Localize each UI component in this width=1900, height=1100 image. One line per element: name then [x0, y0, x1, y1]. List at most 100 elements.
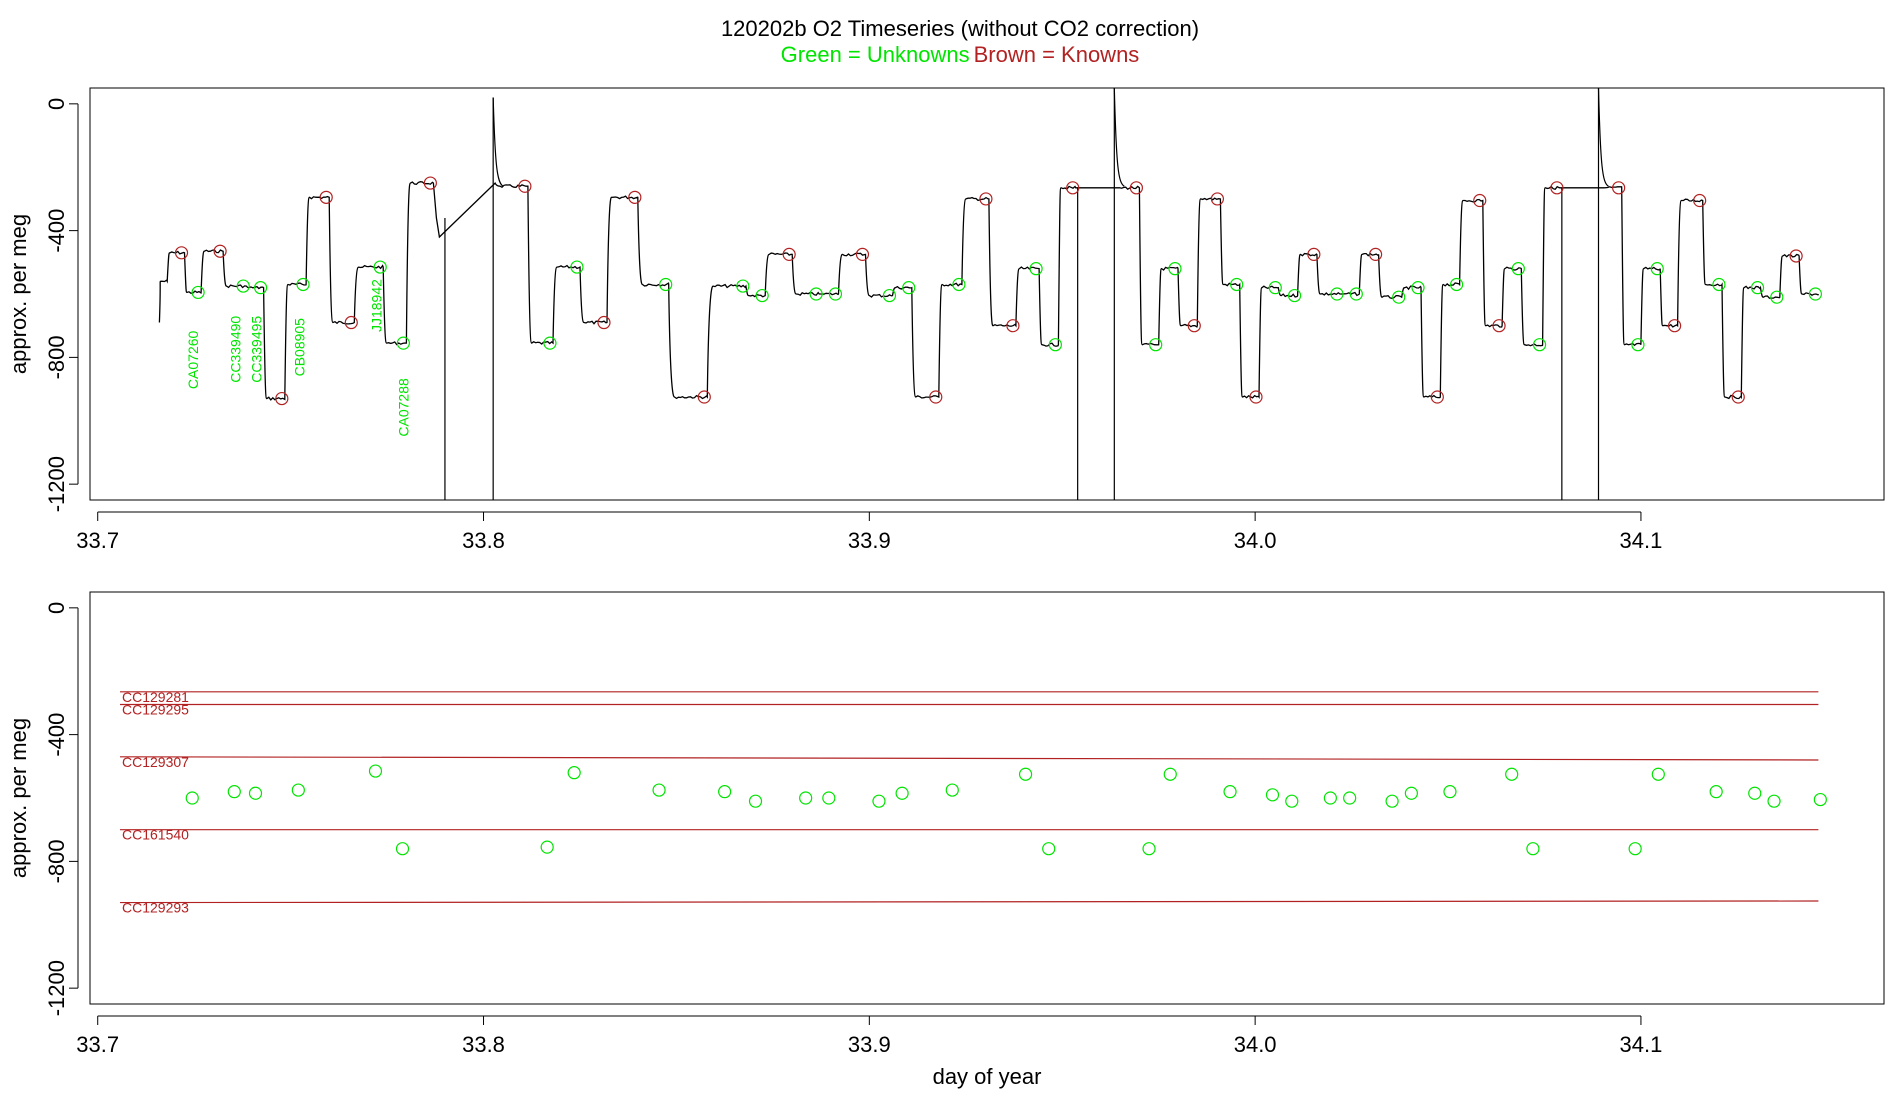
plot-frame: [89, 591, 1885, 1005]
unknown-point: [822, 791, 836, 805]
y-tick-label: -800: [44, 839, 69, 883]
unknown-point: [1343, 791, 1357, 805]
unknown-point: [1018, 767, 1033, 781]
y-tick-label: -400: [44, 713, 69, 757]
unknown-marker: [902, 281, 916, 295]
unknown-marker: [236, 279, 250, 293]
unknown-point: [1443, 785, 1457, 799]
unknown-marker: [1808, 287, 1823, 301]
unknown-marker: [1048, 338, 1062, 352]
unknown-marker: [1631, 338, 1645, 352]
trace-spike-decay: [1113, 88, 1125, 187]
unknown-marker: [191, 285, 205, 300]
unknown-point: [1748, 786, 1762, 800]
unknown-marker: [1770, 290, 1784, 304]
known-marker: [1612, 181, 1626, 195]
y-tick-label: -1200: [44, 456, 69, 512]
unknown-point: [945, 783, 959, 797]
x-tick-label: 33.9: [848, 528, 891, 553]
x-tick-label: 33.7: [76, 1032, 119, 1057]
known-tank-label: CC129281: [122, 689, 189, 705]
known-marker: [929, 390, 943, 404]
unknown-tank-label: CC339490: [227, 316, 243, 383]
unknown-tank-label: CB08905: [291, 318, 307, 377]
unknown-point: [540, 840, 554, 854]
known-marker: [1210, 192, 1225, 206]
unknown-marker: [296, 277, 310, 292]
known-marker: [1550, 181, 1564, 195]
unknown-marker: [396, 336, 410, 350]
unknown-marker: [755, 288, 769, 303]
known-tank-label: CC129295: [122, 702, 189, 718]
known-marker: [174, 246, 189, 260]
unknown-tank-label: CC339495: [249, 316, 265, 383]
known-marker: [1249, 390, 1263, 404]
unknown-point: [872, 794, 886, 808]
subtitle-knowns: Brown = Knowns: [974, 42, 1140, 67]
subtitle-unknowns: Green = Unknowns: [781, 42, 970, 67]
x-axis-label: day of year: [933, 1064, 1042, 1089]
known-marker: [518, 179, 532, 193]
unknown-marker: [659, 277, 673, 292]
o2-trace-line: [158, 181, 1819, 401]
unknown-point: [395, 842, 410, 856]
y-axis-label: approx. per meg: [6, 214, 31, 374]
unknown-marker: [1029, 262, 1043, 276]
known-marker: [697, 390, 711, 404]
known-marker: [1430, 390, 1444, 404]
unknown-marker: [1712, 277, 1726, 292]
unknown-marker: [1268, 281, 1282, 295]
y-tick-label: -400: [44, 209, 69, 253]
x-tick-label: 34.1: [1620, 528, 1663, 553]
unknown-marker: [1650, 262, 1664, 276]
known-marker: [1473, 193, 1487, 208]
x-tick-label: 34.0: [1234, 1032, 1277, 1057]
x-tick-label: 33.9: [848, 1032, 891, 1057]
y-tick-label: 0: [44, 98, 69, 110]
unknown-marker: [1149, 338, 1163, 352]
trace-spike-decay: [492, 97, 504, 187]
known-marker: [275, 391, 289, 406]
unknown-point: [1767, 794, 1781, 808]
x-tick-label: 34.1: [1620, 1032, 1663, 1057]
unknown-marker: [1750, 281, 1765, 295]
unknown-point: [1285, 794, 1299, 808]
plot-frame: [89, 87, 1885, 501]
timeseries-panel: 33.7 33.8 33.9 34.0 34.1 0 -400 -800 -1200 approx…: [6, 87, 1885, 553]
unknown-marker: [1287, 288, 1302, 303]
unknown-point: [1505, 767, 1519, 781]
unknown-point: [895, 786, 909, 800]
known-marker: [1066, 181, 1080, 195]
unknown-marker: [736, 279, 750, 293]
known-marker: [597, 315, 611, 330]
unknown-marker: [809, 287, 823, 301]
y-axis-label: approx. per meg: [6, 718, 31, 878]
unknown-point: [567, 766, 581, 780]
unknown-point: [1223, 785, 1237, 799]
unknown-point: [185, 791, 199, 805]
unknown-marker: [952, 277, 966, 292]
unknown-marker: [1330, 287, 1344, 301]
x-tick-label: 33.8: [462, 1032, 505, 1057]
unknown-point: [1709, 785, 1723, 799]
unknown-point: [291, 783, 305, 797]
unknown-tank-label: CA07288: [396, 378, 412, 437]
unknown-point: [1385, 794, 1399, 808]
unknown-marker: [882, 288, 897, 303]
unknown-point: [799, 791, 813, 805]
figure-title: 120202b O2 Timeseries (without CO2 corre…: [721, 16, 1199, 41]
y-tick-label: -800: [44, 335, 69, 379]
y-tick-label: -1200: [44, 960, 69, 1016]
unknown-marker: [1349, 287, 1363, 301]
unknown-marker: [1230, 277, 1244, 292]
known-marker: [213, 244, 227, 258]
known-marker: [1307, 247, 1321, 261]
unknown-point: [1526, 842, 1540, 856]
unknown-marker: [828, 287, 843, 301]
known-marker: [1789, 249, 1803, 263]
known-tank-label: CC129293: [122, 900, 189, 916]
unknown-marker: [373, 260, 387, 274]
known-marker: [855, 247, 870, 261]
unknown-marker: [543, 336, 557, 350]
unknown-marker: [1511, 262, 1525, 276]
